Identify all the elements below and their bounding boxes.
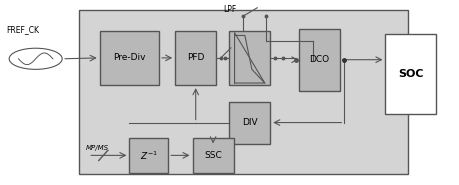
Bar bbox=[385, 34, 435, 114]
Text: SOC: SOC bbox=[397, 69, 422, 79]
Bar bbox=[229, 102, 269, 144]
Text: MP/MS: MP/MS bbox=[86, 145, 109, 152]
Text: FREF_CK: FREF_CK bbox=[6, 25, 39, 34]
Bar bbox=[129, 138, 168, 173]
Bar bbox=[79, 10, 408, 174]
Bar bbox=[175, 31, 216, 85]
Text: DIV: DIV bbox=[241, 118, 257, 127]
Text: DCO: DCO bbox=[308, 55, 329, 64]
Bar bbox=[100, 31, 159, 85]
Text: Pre-Div: Pre-Div bbox=[113, 53, 146, 62]
Text: SSC: SSC bbox=[204, 151, 222, 160]
Text: PFD: PFD bbox=[187, 53, 204, 62]
Bar bbox=[192, 138, 233, 173]
Bar bbox=[229, 31, 269, 85]
Text: $Z^{-1}$: $Z^{-1}$ bbox=[140, 149, 157, 162]
Bar bbox=[298, 29, 339, 91]
Text: LPF: LPF bbox=[223, 5, 236, 14]
